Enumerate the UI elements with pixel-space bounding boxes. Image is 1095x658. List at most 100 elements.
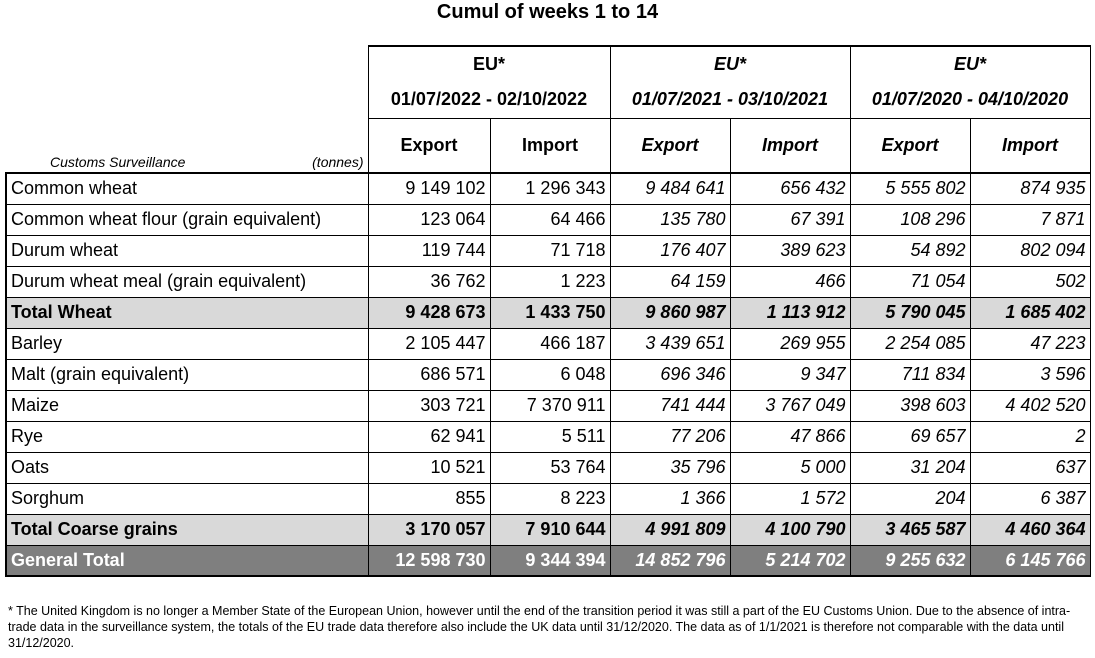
header-blank-cell <box>6 82 368 118</box>
column-header: Import <box>969 117 1091 174</box>
value-cell: 2 105 447 <box>367 327 491 360</box>
value-cell: 62 941 <box>367 420 491 453</box>
value-cell: 1 572 <box>729 482 851 515</box>
column-header: Import <box>729 117 851 174</box>
value-cell: 686 571 <box>367 358 491 391</box>
value-cell: 7 370 911 <box>489 389 611 422</box>
column-header: Export <box>367 117 491 174</box>
value-cell: 2 254 085 <box>849 327 971 360</box>
value-cell: 3 439 651 <box>609 327 731 360</box>
row-label: Sorghum <box>5 482 369 515</box>
table-body: Common wheat 9 149 102 1 296 343 9 484 641 6… <box>5 172 1091 577</box>
value-cell: 5 790 045 <box>849 296 971 329</box>
column-header: Export <box>609 117 731 174</box>
row-label: Total Wheat <box>5 296 369 329</box>
value-cell: 874 935 <box>969 172 1091 205</box>
group-3-period: 01/07/2020 - 04/10/2020 <box>849 82 1091 119</box>
table-row: Common wheat 9 149 102 1 296 343 9 484 641 6… <box>5 172 1091 205</box>
value-cell: 9 428 673 <box>367 296 491 329</box>
row-label: Durum wheat <box>5 234 369 267</box>
value-cell: 656 432 <box>729 172 851 205</box>
value-cell: 8 223 <box>489 482 611 515</box>
value-cell: 1 296 343 <box>489 172 611 205</box>
row-label: Durum wheat meal (grain equivalent) <box>5 265 369 298</box>
header-blank-cell <box>6 46 368 82</box>
header-period-row: 01/07/2022 - 02/10/2022 01/07/2021 - 03/… <box>6 82 1091 119</box>
value-cell: 9 255 632 <box>849 544 971 577</box>
value-cell: 9 860 987 <box>609 296 731 329</box>
value-cell: 12 598 730 <box>367 544 491 577</box>
value-cell: 9 484 641 <box>609 172 731 205</box>
value-cell: 77 206 <box>609 420 731 453</box>
value-cell: 1 433 750 <box>489 296 611 329</box>
value-cell: 6 048 <box>489 358 611 391</box>
row-label: Rye <box>5 420 369 453</box>
value-cell: 5 214 702 <box>729 544 851 577</box>
row-label: Maize <box>5 389 369 422</box>
value-cell: 855 <box>367 482 491 515</box>
value-cell: 696 346 <box>609 358 731 391</box>
table-row: Maize 303 721 7 370 911 741 444 3 767 049 398… <box>5 389 1091 422</box>
table-row: Oats 10 521 53 764 35 796 5 000 31 204 637 <box>5 451 1091 484</box>
value-cell: 2 <box>969 420 1091 453</box>
row-label: Malt (grain equivalent) <box>5 358 369 391</box>
value-cell: 7 871 <box>969 203 1091 236</box>
value-cell: 3 596 <box>969 358 1091 391</box>
page-title: Cumul of weeks 1 to 14 <box>436 1 659 23</box>
group-2-region: EU* <box>609 45 851 82</box>
table-row: General Total 12 598 730 9 344 394 14 852 7… <box>5 544 1091 577</box>
value-cell: 123 064 <box>367 203 491 236</box>
value-cell: 741 444 <box>609 389 731 422</box>
value-cell: 4 991 809 <box>609 513 731 546</box>
value-cell: 5 000 <box>729 451 851 484</box>
value-cell: 3 170 057 <box>367 513 491 546</box>
group-3-region: EU* <box>849 45 1091 82</box>
value-cell: 5 511 <box>489 420 611 453</box>
value-cell: 466 187 <box>489 327 611 360</box>
value-cell: 637 <box>969 451 1091 484</box>
table-row: Barley 2 105 447 466 187 3 439 651 269 955 2 … <box>5 327 1091 360</box>
value-cell: 35 796 <box>609 451 731 484</box>
unit-label: (tonnes) <box>312 154 364 170</box>
value-cell: 4 100 790 <box>729 513 851 546</box>
table-row: Sorghum 855 8 223 1 366 1 572 204 6 387 <box>5 482 1091 515</box>
table-row: Durum wheat 119 744 71 718 176 407 389 623 54… <box>5 234 1091 267</box>
value-cell: 47 223 <box>969 327 1091 360</box>
row-label: Common wheat <box>5 172 369 205</box>
value-cell: 711 834 <box>849 358 971 391</box>
row-label: Oats <box>5 451 369 484</box>
value-cell: 53 764 <box>489 451 611 484</box>
value-cell: 135 780 <box>609 203 731 236</box>
value-cell: 3 465 587 <box>849 513 971 546</box>
value-cell: 398 603 <box>849 389 971 422</box>
row-label: Common wheat flour (grain equivalent) <box>5 203 369 236</box>
value-cell: 6 387 <box>969 482 1091 515</box>
row-label: Total Coarse grains <box>5 513 369 546</box>
value-cell: 67 391 <box>729 203 851 236</box>
value-cell: 10 521 <box>367 451 491 484</box>
value-cell: 269 955 <box>729 327 851 360</box>
value-cell: 303 721 <box>367 389 491 422</box>
value-cell: 9 149 102 <box>367 172 491 205</box>
cereals-trade-table: EU* EU* EU* 01/07/2022 - 02/10/2022 01/0… <box>5 45 1091 577</box>
value-cell: 5 555 802 <box>849 172 971 205</box>
value-cell: 802 094 <box>969 234 1091 267</box>
row-label: Barley <box>5 327 369 360</box>
value-cell: 9 347 <box>729 358 851 391</box>
value-cell: 3 767 049 <box>729 389 851 422</box>
footnote: * The United Kingdom is no longer a Memb… <box>8 604 1071 650</box>
group-2-period: 01/07/2021 - 03/10/2021 <box>609 82 851 119</box>
value-cell: 1 685 402 <box>969 296 1091 329</box>
table-row: Common wheat flour (grain equivalent) 123… <box>5 203 1091 236</box>
table-row: Malt (grain equivalent) 686 571 6 048 696 3… <box>5 358 1091 391</box>
value-cell: 1 223 <box>489 265 611 298</box>
customs-surveillance-label: Customs Surveillance <box>50 154 186 170</box>
value-cell: 1 113 912 <box>729 296 851 329</box>
value-cell: 36 762 <box>367 265 491 298</box>
value-cell: 71 054 <box>849 265 971 298</box>
value-cell: 64 466 <box>489 203 611 236</box>
table-row: Total Wheat 9 428 673 1 433 750 9 860 987 1 … <box>5 296 1091 329</box>
value-cell: 108 296 <box>849 203 971 236</box>
value-cell: 119 744 <box>367 234 491 267</box>
group-1-region: EU* <box>367 45 611 82</box>
